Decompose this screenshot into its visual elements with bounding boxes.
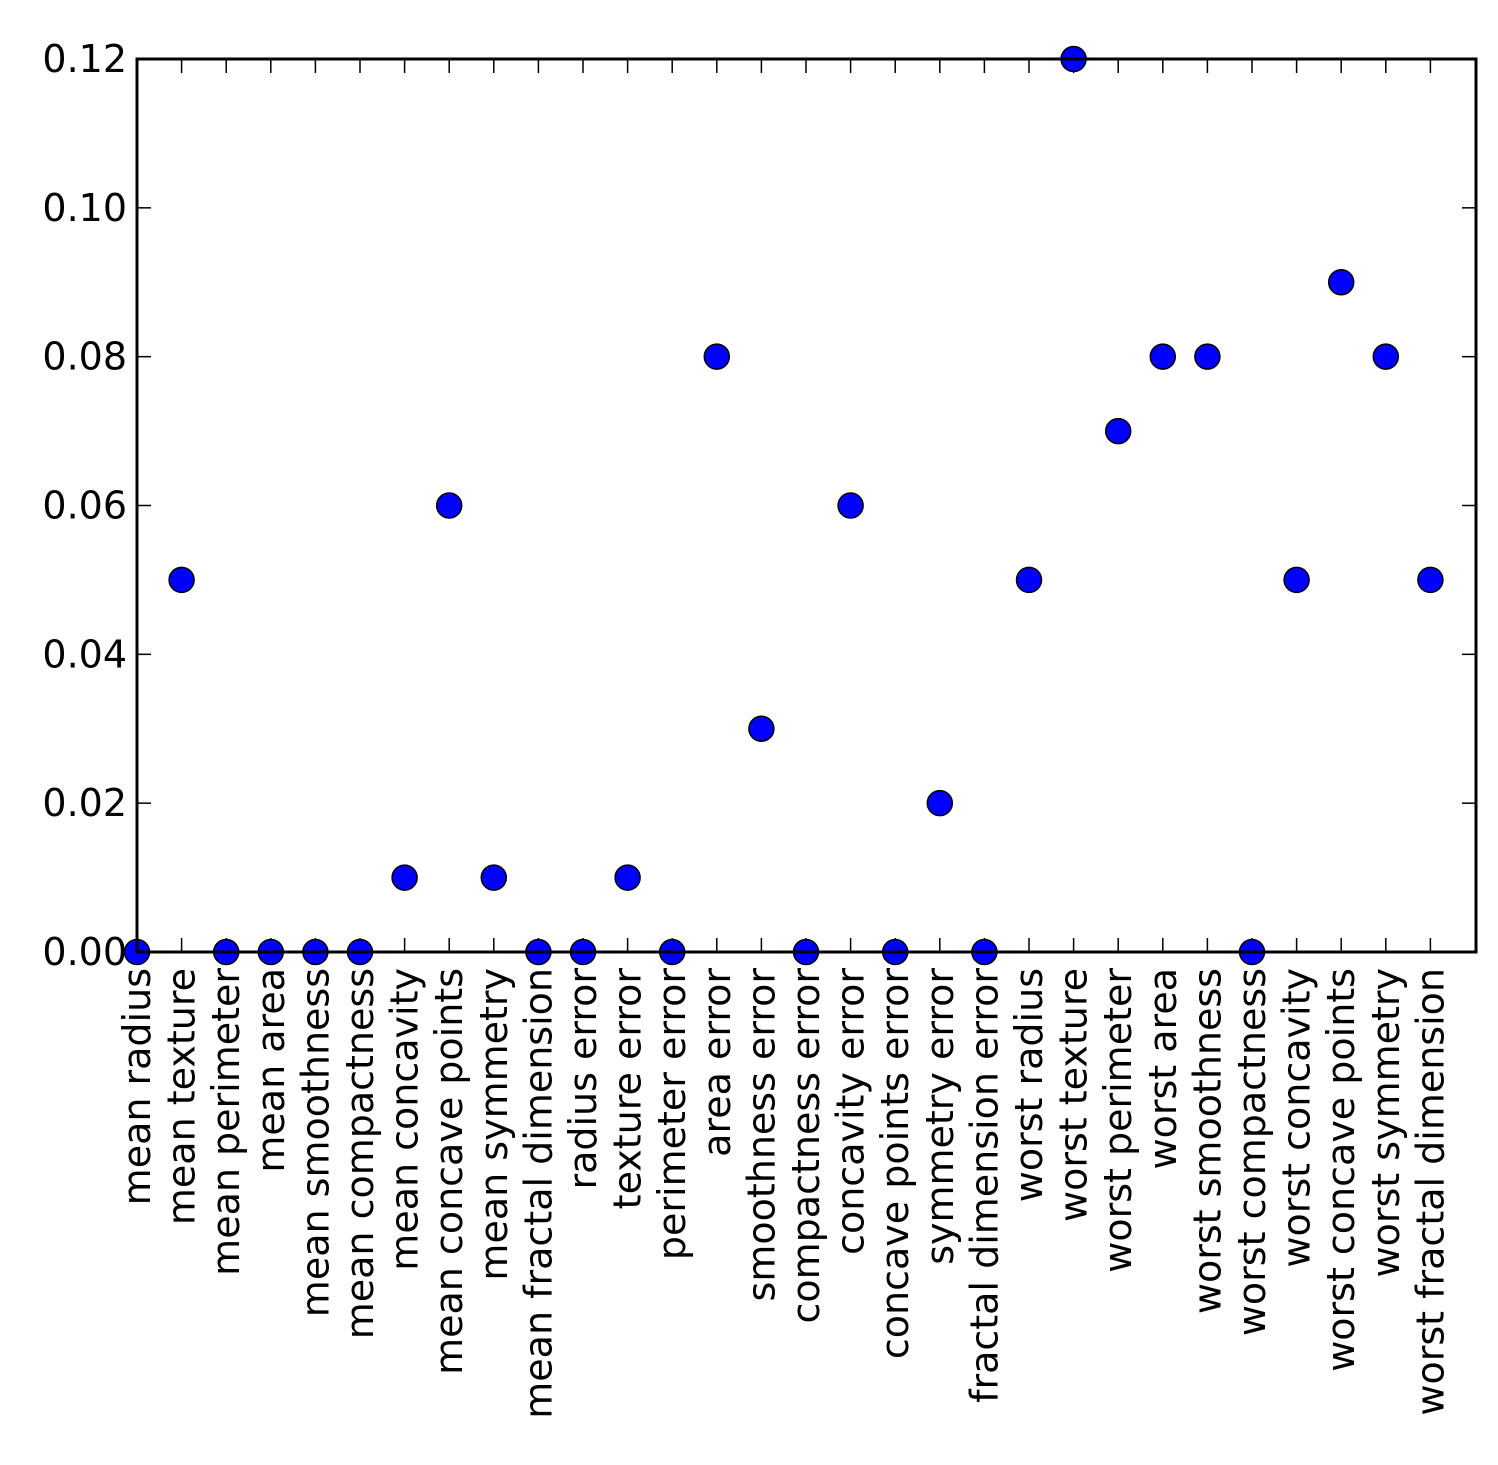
x-tick-label: texture error [606,968,650,1210]
x-tick-label: worst symmetry [1364,968,1408,1277]
x-tick-label: mean symmetry [472,968,516,1281]
data-point [168,566,195,594]
y-tick-label: 0.04 [42,632,127,676]
x-tick-label: compactness error [784,968,828,1324]
x-tick-label: mean concavity [383,968,427,1271]
x-tick-label: fractal dimension error [962,968,1006,1403]
y-tick-label: 0.10 [42,186,127,230]
data-point [1104,417,1132,445]
data-point [1015,566,1043,594]
data-point [926,789,954,817]
data-point [480,864,508,891]
data-point [1283,566,1310,594]
x-tick-label: worst fractal dimension [1408,968,1452,1416]
data-point [1194,343,1221,370]
data-point [703,343,731,370]
x-tick-label: mean concave points [427,968,471,1375]
x-tick-label: concavity error [829,968,873,1255]
y-tick-label: 0.02 [42,781,127,825]
ticks-layer [136,58,1476,953]
x-tick-label: symmetry error [918,968,962,1265]
data-point [1149,343,1177,370]
x-tick-label: perimeter error [650,968,694,1260]
data-point [1417,566,1444,594]
plot-frame [135,57,1478,954]
points-layer [123,45,1444,966]
x-tick-label: worst concave points [1319,968,1363,1372]
x-tick-label: worst smoothness [1185,968,1229,1314]
x-tick-label: concave points error [873,968,917,1360]
data-point [748,715,775,742]
x-tick-label: worst radius [1007,968,1051,1202]
x-tick-label: radius error [561,968,605,1190]
y-tick-label: 0.06 [42,484,127,528]
y-tick-labels: 0.00 0.02 0.04 0.06 0.08 0.10 0.12 [42,37,127,974]
x-tick-label: mean smoothness [293,968,337,1317]
x-tick-label: mean radius [115,968,159,1205]
data-point [391,864,418,891]
data-point [1372,343,1400,370]
x-tick-label: worst concavity [1275,968,1319,1268]
x-tick-label: worst texture [1052,968,1096,1222]
x-tick-label: worst area [1141,968,1185,1169]
y-tick-label: 0.12 [42,37,127,81]
x-tick-label: area error [695,968,739,1157]
data-point [1327,269,1355,296]
x-tick-label: smoothness error [739,968,783,1302]
x-tick-label: mean perimeter [204,968,248,1276]
y-tick-label: 0.00 [42,930,127,974]
y-tick-label: 0.08 [42,335,127,379]
x-tick-label: worst compactness [1230,968,1274,1336]
x-tick-label: mean compactness [338,968,382,1339]
x-tick-labels: mean radius mean texture mean perimeter mea… [115,968,1452,1419]
data-point [614,864,641,891]
x-tick-label: mean area [249,968,293,1173]
x-tick-label: mean texture [160,968,204,1225]
data-point [837,492,864,519]
data-point [435,492,463,519]
x-tick-label: mean fractal dimension [516,968,560,1419]
x-tick-label: worst perimeter [1096,968,1140,1273]
